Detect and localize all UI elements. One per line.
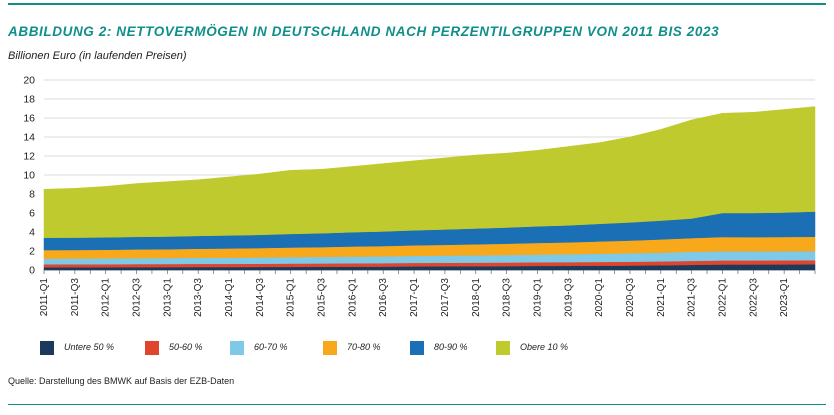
x-tick-label: 2013-Q3 (193, 278, 204, 317)
x-tick-label: 2018-Q3 (502, 278, 513, 317)
y-tick-label: 14 (23, 132, 35, 144)
x-tick-label: 2013-Q1 (162, 278, 173, 317)
legend-label: 60-70 % (254, 342, 288, 352)
x-tick-label: 2017-Q3 (440, 278, 451, 317)
x-tick-label: 2014-Q1 (224, 278, 235, 317)
x-tick-label: 2012-Q3 (132, 278, 143, 317)
x-tick-label: 2017-Q1 (409, 278, 420, 317)
legend-label: 70-80 % (347, 342, 381, 352)
x-tick-label: 2015-Q1 (286, 278, 297, 317)
y-tick-label: 4 (29, 227, 35, 239)
x-tick-label: 2021-Q3 (687, 278, 698, 317)
chart-title: ABBILDUNG 2: NETTOVERMÖGEN IN DEUTSCHLAN… (8, 24, 720, 39)
legend-label: 50-60 % (169, 342, 203, 352)
y-tick-label: 6 (29, 208, 35, 220)
x-tick-label: 2018-Q1 (471, 278, 482, 317)
y-tick-label: 18 (23, 94, 35, 106)
x-tick-label: 2019-Q1 (532, 278, 543, 317)
y-tick-label: 0 (29, 265, 35, 277)
legend-swatch (323, 341, 337, 355)
y-tick-label: 10 (23, 170, 35, 182)
legend-label: Obere 10 % (520, 342, 569, 352)
x-tick-label: 2023-Q1 (779, 278, 790, 317)
y-tick-label: 16 (23, 113, 35, 125)
x-axis-tick-labels: 2011-Q1 2011-Q3 2012-Q1 2012-Q3 2013-Q1 2013-… (39, 270, 816, 317)
y-tick-label: 20 (23, 75, 35, 87)
x-tick-label: 2019-Q3 (563, 278, 574, 317)
legend-swatch (40, 341, 54, 355)
y-tick-label: 2 (29, 246, 35, 258)
y-tick-label: 12 (23, 151, 35, 163)
legend-swatch (496, 341, 510, 355)
y-axis-tick-labels: 0 2 4 6 8 10 12 14 16 18 20 (23, 75, 35, 277)
legend-label: Untere 50 % (64, 342, 115, 352)
legend-swatch (230, 341, 244, 355)
x-tick-label: 2020-Q1 (594, 278, 605, 317)
x-tick-label: 2011-Q1 (39, 278, 50, 317)
top-rule (8, 3, 826, 5)
x-tick-label: 2020-Q3 (625, 278, 636, 317)
x-tick-label: 2012-Q1 (101, 278, 112, 317)
area-series-group (43, 106, 816, 271)
legend: Untere 50 % 50-60 % 60-70 % 70-80 % 80-90 % O… (40, 341, 640, 355)
x-tick-label: 2021-Q1 (656, 278, 667, 317)
legend-swatch (145, 341, 159, 355)
legend-label: 80-90 % (434, 342, 468, 352)
x-tick-label: 2015-Q3 (317, 278, 328, 317)
x-tick-label: 2016-Q1 (347, 278, 358, 317)
legend-swatch (410, 341, 424, 355)
y-axis-unit-label: Billionen Euro (in laufenden Preisen) (8, 50, 187, 62)
x-tick-label: 2014-Q3 (255, 278, 266, 317)
x-tick-label: 2022-Q1 (717, 278, 728, 317)
x-tick-label: 2011-Q3 (70, 278, 81, 317)
x-tick-label: 2022-Q3 (748, 278, 759, 317)
x-tick-label: 2016-Q3 (378, 278, 389, 317)
bottom-rule (8, 404, 826, 405)
y-tick-label: 8 (29, 189, 35, 201)
area-series-obere-10 (43, 106, 816, 238)
source-note: Quelle: Darstellung des BMWK auf Basis d… (8, 376, 235, 386)
